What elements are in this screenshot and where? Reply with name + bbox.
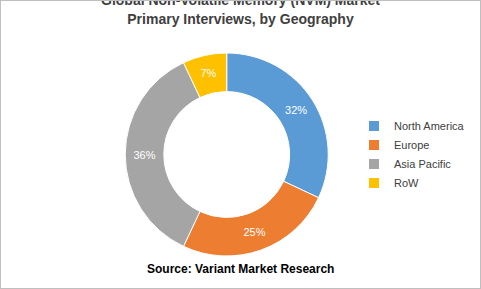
svg-text:North America: North America (394, 120, 465, 132)
svg-text:36%: 36% (133, 149, 155, 161)
svg-text:32%: 32% (285, 104, 307, 116)
svg-text:Global Non-Volatile Memory (NV: Global Non-Volatile Memory (NVM) MarketP… (101, 1, 380, 27)
svg-text:Asia Pacific: Asia Pacific (394, 158, 451, 170)
svg-text:7%: 7% (200, 67, 216, 79)
svg-text:25%: 25% (243, 226, 265, 238)
svg-text:Source: Variant Market Researc: Source: Variant Market Research (147, 262, 334, 276)
svg-text:RoW: RoW (394, 177, 419, 189)
svg-text:Europe: Europe (394, 139, 429, 151)
